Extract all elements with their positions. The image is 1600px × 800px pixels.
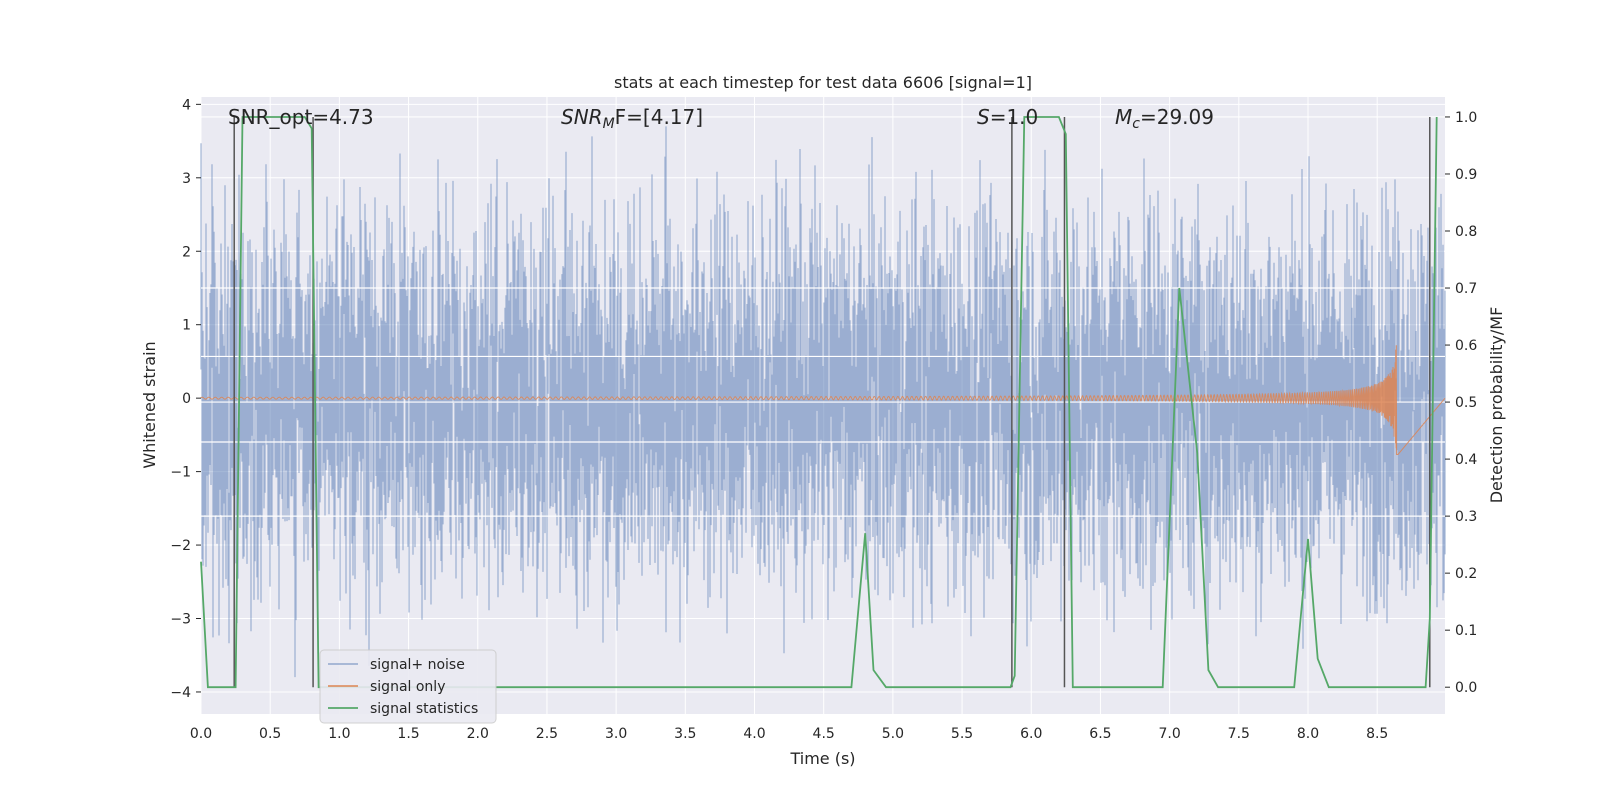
x-axis-label: Time (s)	[789, 749, 855, 768]
y-tick-label-left-8: 4	[182, 97, 191, 113]
x-tick-label-0: 0.0	[190, 726, 212, 742]
y-tick-label-right-1: 0.1	[1455, 623, 1477, 639]
x-tick-label-14: 7.0	[1158, 726, 1180, 742]
x-ticks: 0.0 0.5 1.0 1.5 2.0 2.5 3.0 3.5 4.0 4.5 5.0 5.5 6.0 6…	[190, 726, 1388, 742]
noise-trace	[200, 126, 1446, 678]
y-axis-label-left: Whitened strain	[140, 341, 159, 468]
annotation-s-stat: S=1.0	[977, 105, 1038, 129]
x-tick-label-15: 7.5	[1228, 726, 1250, 742]
annotation-mc: Mc=29.09	[1115, 105, 1214, 132]
y-axis-label-right: Detection probability/MF	[1487, 307, 1506, 504]
y-tick-label-left-4: 0	[182, 391, 191, 407]
y-tick-label-right-9: 0.9	[1455, 167, 1477, 183]
x-tick-label-7: 3.5	[674, 726, 696, 742]
x-tick-label-16: 8.0	[1297, 726, 1319, 742]
x-tick-label-10: 5.0	[882, 726, 904, 742]
series-signal-only	[200, 345, 1446, 455]
y-tick-label-right-4: 0.4	[1455, 452, 1477, 468]
y-tick-label-right-8: 0.8	[1455, 224, 1477, 240]
x-tick-label-12: 6.0	[1020, 726, 1042, 742]
x-tick-label-11: 5.5	[951, 726, 973, 742]
y-tick-label-left-0: −4	[170, 685, 191, 701]
series-signal-statistics	[200, 116, 1438, 689]
chart-title: stats at each timestep for test data 660…	[614, 73, 1032, 92]
legend: signal+ noise signal only signal statist…	[319, 649, 497, 724]
x-tick-label-5: 2.5	[536, 726, 558, 742]
y-tick-label-right-0: 0.0	[1455, 680, 1477, 696]
x-tick-label-17: 8.5	[1366, 726, 1388, 742]
annotation-snr-mf: SNRMF=[4.17]	[561, 105, 703, 132]
x-tick-label-2: 1.0	[328, 726, 350, 742]
x-tick-label-9: 4.5	[813, 726, 835, 742]
annotation-snr-opt: SNR_opt=4.73	[228, 105, 374, 129]
horizontal-lines	[201, 116, 1445, 517]
x-tick-label-13: 6.5	[1089, 726, 1111, 742]
y-tick-label-right-10: 1.0	[1455, 110, 1477, 126]
legend-label-signal-statistics: signal statistics	[370, 701, 478, 717]
y-tick-label-left-1: −3	[170, 612, 191, 628]
y-tick-label-right-3: 0.3	[1455, 509, 1477, 525]
x-tick-label-1: 0.5	[259, 726, 281, 742]
legend-label-signal-only: signal only	[370, 679, 445, 695]
x-tick-label-8: 4.0	[743, 726, 765, 742]
y-ticks-right: 0.0 0.1 0.2 0.3 0.4 0.5 0.6 0.7 0.8 0.9 1.0	[1445, 110, 1477, 696]
legend-box	[319, 649, 497, 724]
series-signal-plus-noise	[200, 126, 1446, 678]
x-tick-label-3: 1.5	[397, 726, 419, 742]
y-tick-label-right-5: 0.5	[1455, 395, 1477, 411]
y-tick-label-left-6: 2	[182, 244, 191, 260]
y-tick-label-left-7: 3	[182, 171, 191, 187]
legend-label-signal-noise: signal+ noise	[370, 657, 465, 673]
y-tick-label-left-3: −1	[170, 465, 191, 481]
y-ticks-left: −4 −3 −2 −1 0 1 2 3 4	[170, 97, 201, 701]
y-tick-label-left-5: 1	[182, 318, 191, 334]
y-tick-label-right-6: 0.6	[1455, 338, 1477, 354]
x-tick-label-6: 3.0	[605, 726, 627, 742]
y-tick-label-left-2: −2	[170, 538, 191, 554]
y-tick-label-right-2: 0.2	[1455, 566, 1477, 582]
y-tick-label-right-7: 0.7	[1455, 281, 1477, 297]
x-tick-label-4: 2.0	[467, 726, 489, 742]
